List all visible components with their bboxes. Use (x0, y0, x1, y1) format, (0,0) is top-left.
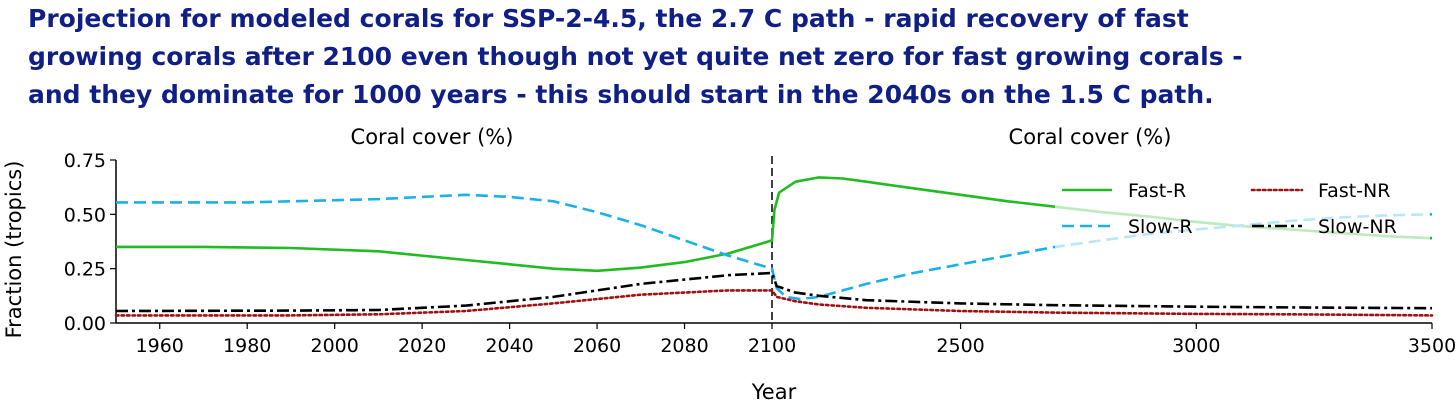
x-tick-label: 2080 (660, 335, 708, 357)
y-tick-label: 0.25 (64, 259, 106, 281)
chart-headline: Projection for modeled corals for SSP-2-… (28, 0, 1448, 114)
x-tick-label: 2060 (573, 335, 621, 357)
y-tick-label: 0.75 (64, 150, 106, 172)
x-tick-label: 2040 (485, 335, 533, 357)
legend-label-slow-nr: Slow-NR (1318, 216, 1397, 238)
x-tick-label: 1980 (223, 335, 271, 357)
headline-line-2: growing corals after 2100 even though no… (28, 42, 1243, 71)
x-axis-title: Year (751, 380, 797, 404)
x-tick-label: 3500 (1408, 335, 1456, 357)
legend-label-fast-nr: Fast-NR (1318, 180, 1390, 202)
panel-title-1: Coral cover (%) (351, 125, 514, 149)
series-line-fast-nr (114, 289, 1434, 317)
series-line-slow-r (116, 193, 1433, 301)
legend-label-slow-r: Slow-R (1128, 216, 1193, 238)
x-tick-label: 2100 (748, 335, 796, 357)
headline-line-1: Projection for modeled corals for SSP-2-… (28, 4, 1189, 33)
legend-box (1055, 168, 1430, 248)
x-tick-label: 2000 (310, 335, 358, 357)
series-line-slow-nr (115, 271, 1433, 313)
y-axis-title: Fraction (tropics) (2, 161, 26, 339)
legend-label-fast-r: Fast-R (1128, 180, 1186, 202)
panel-title-2: Coral cover (%) (1009, 125, 1172, 149)
x-tick-label: 2500 (936, 335, 984, 357)
headline-line-3: and they dominate for 1000 years - this … (28, 80, 1214, 109)
x-tick-label: 2020 (398, 335, 446, 357)
y-tick-label: 0.50 (64, 204, 106, 226)
y-tick-label: 0.00 (64, 313, 106, 335)
x-tick-label: 3000 (1172, 335, 1220, 357)
x-tick-label: 1960 (136, 335, 184, 357)
